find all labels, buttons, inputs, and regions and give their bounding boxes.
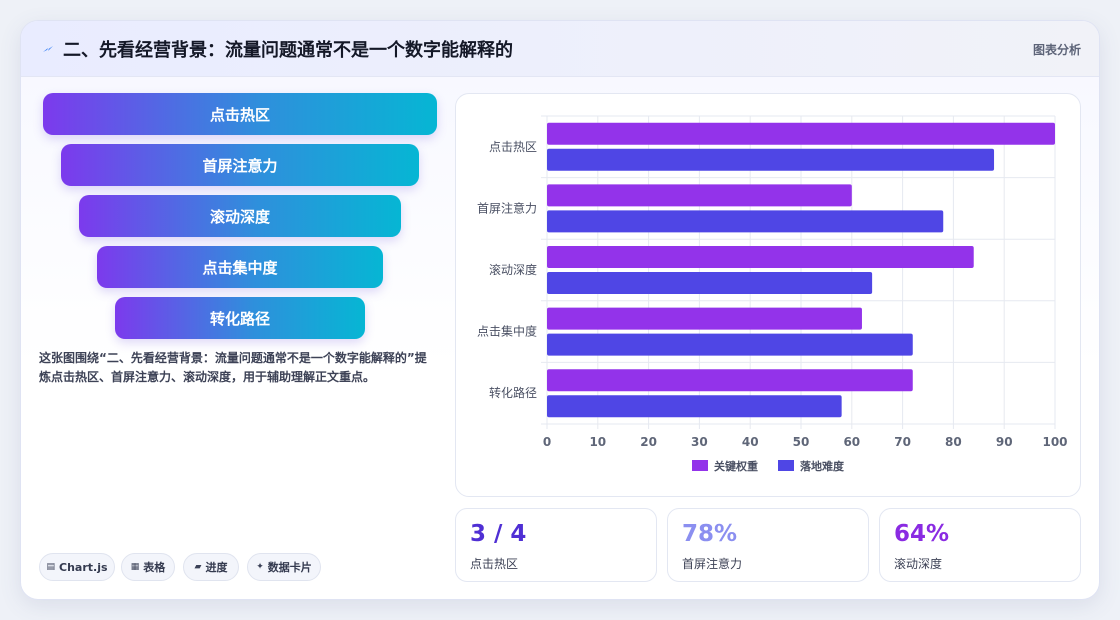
chart-panel: 0 10 20 30 40 50 60 70 80 90 100 点击热区首屏注意力滚动深度点击集中度… (455, 93, 1081, 497)
chart-icon: ▤ (46, 562, 55, 572)
stat-value: 78% (682, 521, 738, 547)
chip-label: 表格 (143, 561, 166, 574)
card-icon: ✦ (256, 562, 264, 572)
chip-label: 进度 (205, 561, 228, 574)
chip-data-card[interactable]: ✦ 数据卡片 (247, 553, 321, 581)
chip-progress[interactable]: ▰ 进度 (183, 553, 239, 581)
legend-label: 关键权重 (714, 459, 758, 473)
y-category-label: 首屏注意力 (477, 200, 537, 215)
funnel-step: 点击集中度 (97, 246, 383, 288)
stat-label: 点击热区 (470, 557, 519, 571)
y-category-label: 滚动深度 (489, 262, 537, 277)
bar-series-2 (547, 395, 842, 418)
stat-card-hotzone: 3 / 4 点击热区 (455, 508, 657, 582)
table-icon: ▦ (130, 562, 140, 572)
chip-table[interactable]: ▦ 表格 (121, 553, 175, 581)
chip-label: 数据卡片 (267, 561, 312, 574)
legend-swatch (778, 460, 794, 471)
bar-series-1 (547, 246, 974, 268)
bar-series-1 (547, 122, 1055, 145)
stat-label: 首屏注意力 (682, 557, 743, 571)
chart-description: 这张图围绕“二、先看经营背景：流量问题通常不是一个数字能解释的”提炼点击热区、首… (39, 351, 427, 384)
bar-series-2 (547, 210, 944, 233)
x-tick-label: 0 (543, 435, 551, 449)
x-tick-label: 50 (793, 435, 810, 449)
funnel-step: 点击热区 (43, 93, 437, 135)
progress-icon: ▰ (194, 562, 202, 572)
x-tick-label: 70 (894, 435, 911, 449)
x-tick-label: 60 (843, 435, 860, 449)
x-tick-label: 40 (742, 435, 759, 449)
bar-series-1 (547, 307, 862, 330)
x-tick-label: 30 (691, 435, 708, 449)
x-tick-label: 90 (996, 435, 1013, 449)
funnel-step: 首屏注意力 (61, 144, 419, 186)
funnel-step: 滚动深度 (79, 195, 401, 237)
header-bar: 二、先看经营背景：流量问题通常不是一个数字能解释的 图表分析 (21, 21, 1099, 77)
y-category-label: 点击热区 (489, 140, 537, 154)
page-title: 二、先看经营背景：流量问题通常不是一个数字能解释的 (63, 40, 513, 61)
funnel-step: 转化路径 (115, 297, 365, 339)
stat-value: 64% (894, 521, 950, 547)
legend-label: 落地难度 (800, 459, 845, 473)
stat-label: 滚动深度 (894, 557, 943, 571)
chart-analysis-tag: 图表分析 (1032, 43, 1081, 57)
bar-series-2 (547, 272, 873, 294)
bar-series-1 (547, 184, 852, 207)
legend-swatch (692, 460, 708, 471)
stat-card-attention: 78% 首屏注意力 (667, 508, 869, 582)
stat-value: 3 / 4 (470, 521, 527, 547)
x-tick-label: 80 (945, 435, 962, 449)
bar-series-2 (547, 148, 995, 171)
chip-label: Chart.js (59, 560, 108, 574)
main-card: 二、先看经营背景：流量问题通常不是一个数字能解释的 图表分析 点击热区 首屏注意… (20, 20, 1100, 600)
x-tick-label: 100 (1042, 435, 1067, 449)
x-tick-label: 10 (589, 435, 606, 449)
bar-series-1 (547, 369, 913, 392)
bar-chart: 0 10 20 30 40 50 60 70 80 90 100 点击热区首屏注意力滚动深度点击集中度… (477, 115, 1068, 473)
lightning-icon (43, 46, 53, 52)
bar-series-2 (547, 333, 913, 356)
chip-chartjs[interactable]: ▤ Chart.js (39, 553, 115, 581)
x-tick-label: 20 (640, 435, 657, 449)
y-category-label: 点击集中度 (477, 324, 537, 339)
y-category-label: 转化路径 (489, 385, 537, 400)
stat-card-scroll: 64% 滚动深度 (879, 508, 1081, 582)
